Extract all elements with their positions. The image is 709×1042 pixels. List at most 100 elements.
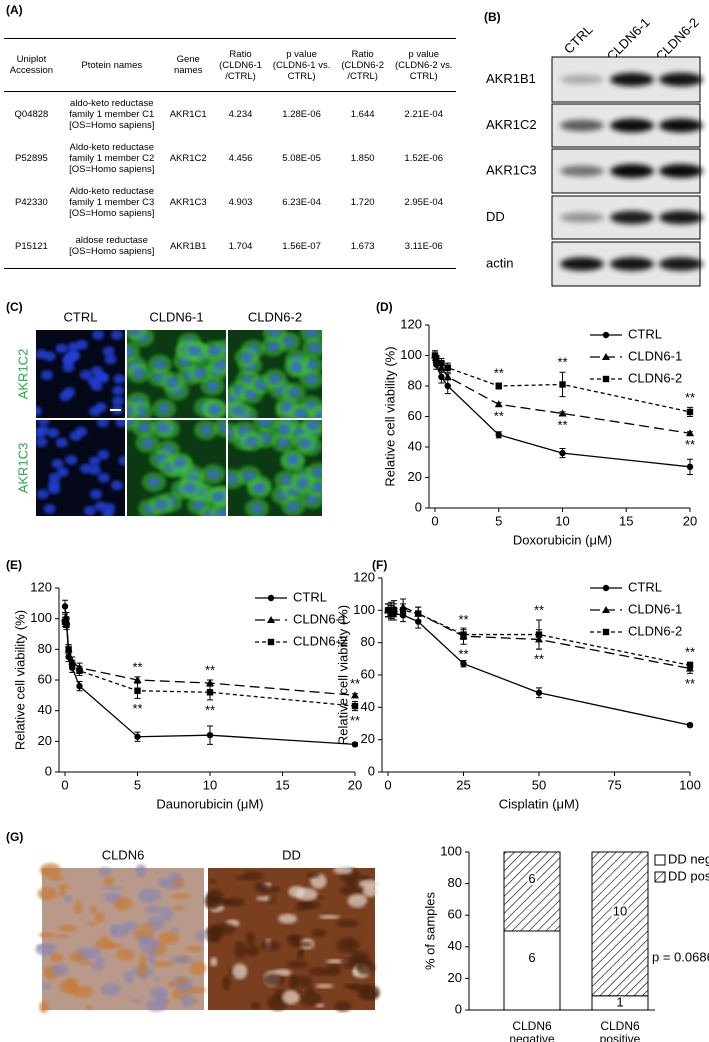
ihc-spot <box>104 892 122 904</box>
ihc-spot <box>116 948 135 961</box>
nucleus <box>113 374 125 385</box>
ihc-spot <box>232 963 248 980</box>
ihc-spot <box>171 893 191 900</box>
significance: ** <box>685 437 695 452</box>
ihc-spot <box>209 879 217 884</box>
marker <box>686 721 694 729</box>
nucleus <box>87 375 100 386</box>
ihc-spot <box>295 902 307 911</box>
table-cell: P52895 <box>15 152 48 164</box>
legend-marker <box>267 638 275 646</box>
category-label: CLDN6 negative <box>509 1019 555 1042</box>
nucleus <box>137 422 150 433</box>
y-tick-label: 120 <box>353 569 375 584</box>
table-cell: 6.23E-04 <box>282 196 321 208</box>
column-label: CLDN6-1 <box>149 309 203 324</box>
ihc-spot <box>334 1000 352 1012</box>
nucleus <box>102 346 115 357</box>
nucleus <box>189 345 202 356</box>
marker <box>686 408 694 416</box>
marker <box>415 610 422 617</box>
table-cell: 1.52E-06 <box>404 152 443 164</box>
x-axis-label: Daunorubicin (μM) <box>156 796 263 811</box>
legend-label: CLDN6-2 <box>628 623 682 638</box>
column-label: CTRL <box>64 309 98 324</box>
ihc-spot <box>318 914 341 920</box>
x-tick-label: 10 <box>203 777 217 792</box>
y-tick-label: 80 <box>448 875 462 890</box>
marker <box>384 607 392 614</box>
ihc-spot <box>144 905 164 914</box>
ihc-spot <box>294 941 313 947</box>
nucleus <box>290 362 303 373</box>
cells <box>228 330 322 418</box>
y-tick-label: 20 <box>408 469 422 484</box>
ihc-spot <box>306 871 320 879</box>
ihc-spot <box>109 924 130 938</box>
marker <box>134 733 141 740</box>
y-axis-label: Relative cell viability (%) <box>335 605 350 745</box>
column-label: CLDN6-2 <box>248 309 302 324</box>
x-tick-label: 75 <box>607 777 621 792</box>
nucleus <box>208 404 221 415</box>
significance: ** <box>534 652 544 667</box>
table-row: P42330 Aldo-keto reductase family 1 membe… <box>4 180 456 224</box>
blot-band <box>659 210 703 225</box>
marker <box>535 689 543 696</box>
ihc-spot <box>206 895 222 909</box>
significance: ** <box>458 612 468 627</box>
table-cell: 1.56E-07 <box>269 224 334 269</box>
x-tick-label: 5 <box>134 777 141 792</box>
nucleus <box>211 491 224 502</box>
panel-label: (D) <box>376 300 393 314</box>
nucleus <box>62 362 75 373</box>
nucleus <box>287 387 300 398</box>
nucleus <box>75 426 88 437</box>
marker <box>69 661 76 668</box>
nucleus <box>37 425 50 436</box>
significance: ** <box>458 647 468 662</box>
nucleus <box>194 368 207 379</box>
table-row: P15121 aldose reductase [OS=Homo sapiens]… <box>4 224 456 269</box>
y-tick-label: 0 <box>368 763 375 778</box>
ihc-spot <box>358 989 379 1000</box>
lane-label: CLDN6-1 <box>604 15 653 64</box>
legend-label: CLDN6-2 <box>293 633 347 648</box>
nucleus <box>154 499 167 510</box>
nucleus <box>214 359 226 370</box>
ihc-spot <box>85 1004 93 1010</box>
ihc-spot <box>169 956 194 964</box>
table-cell: 1.720 <box>350 196 375 208</box>
ihc-spot <box>139 952 147 969</box>
nucleus <box>43 503 56 514</box>
ihc-spot <box>69 952 86 962</box>
table-cell: 4.234 <box>228 108 253 120</box>
marker <box>390 608 398 616</box>
ihc-spot <box>235 875 249 881</box>
x-tick-label: 100 <box>679 777 701 792</box>
blot-band <box>659 72 703 87</box>
ihc-spot <box>57 883 71 889</box>
ihc-spot <box>73 901 83 915</box>
nucleus <box>51 458 64 469</box>
nucleus <box>250 503 263 514</box>
table-cell: aldo-keto reductase family 1 member C1 [… <box>69 97 155 131</box>
marker <box>206 732 214 739</box>
nucleus <box>132 368 145 379</box>
table-cell: Q04828 <box>14 108 49 120</box>
blot-band <box>659 118 703 133</box>
marker <box>495 382 502 390</box>
cells <box>127 420 226 516</box>
significance: ** <box>557 417 567 432</box>
x-tick-label: 15 <box>275 777 289 792</box>
nucleus <box>118 455 125 466</box>
ihc-spot <box>278 913 298 924</box>
column-header: Ptotein names <box>58 38 165 92</box>
column-header: Gene names <box>164 38 212 92</box>
blot-band <box>610 72 654 87</box>
ihc-spot <box>177 983 192 992</box>
ihc-spot <box>135 864 147 878</box>
nucleus <box>40 370 53 381</box>
